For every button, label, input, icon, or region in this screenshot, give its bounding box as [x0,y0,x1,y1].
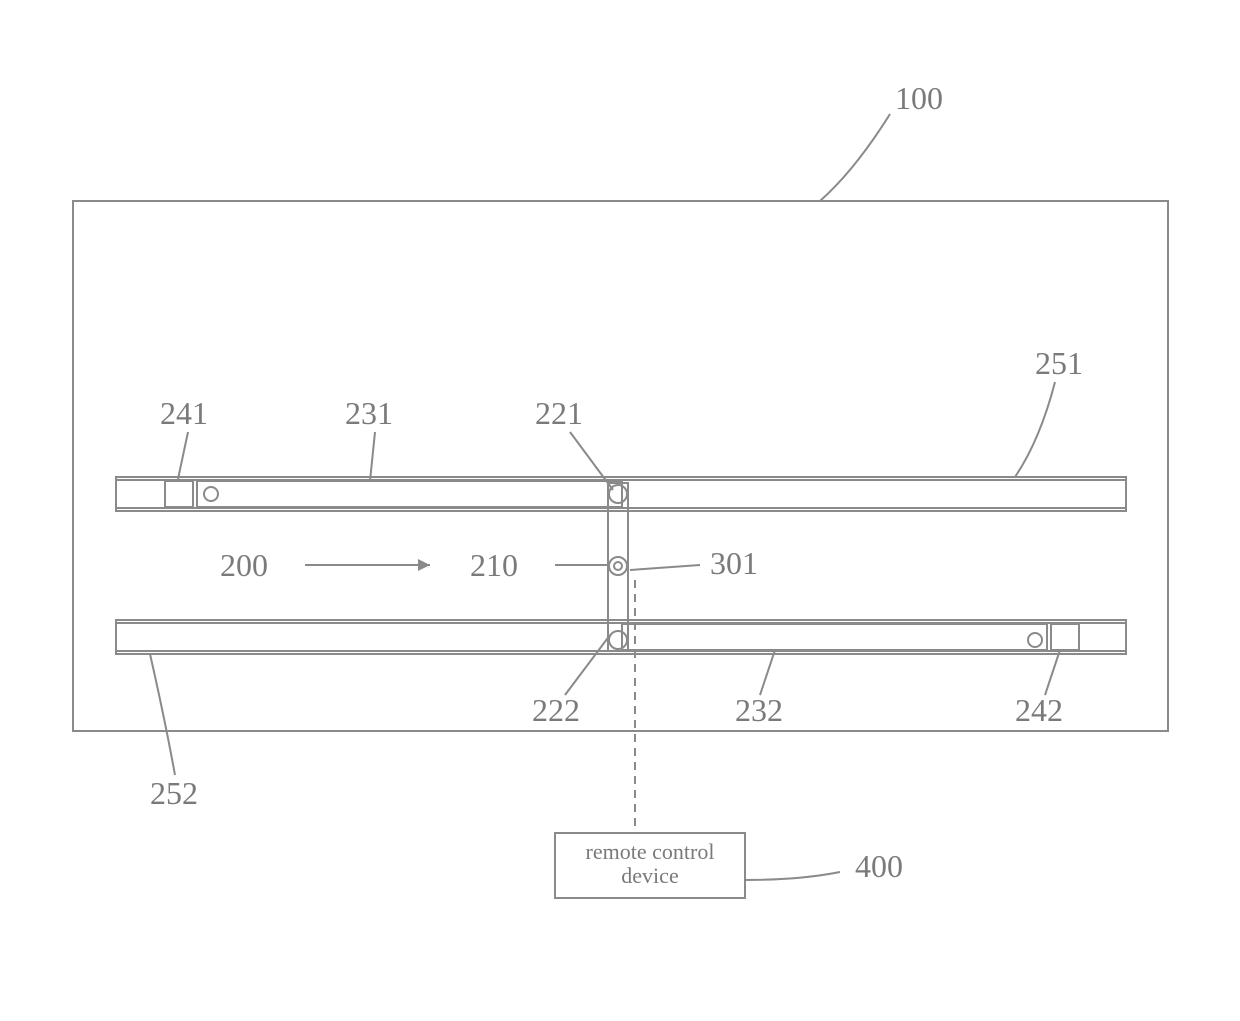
remote-text-1: remote control [586,839,715,864]
label-301: 301 [710,545,758,582]
leader-251 [1015,382,1055,477]
label-221: 221 [535,395,583,432]
leader-232 [760,650,775,695]
leader-100 [820,114,890,201]
label-241: 241 [160,395,208,432]
label-210: 210 [470,547,518,584]
label-231: 231 [345,395,393,432]
circle-232-end [1028,633,1042,647]
circle-210-outer [609,557,627,575]
leader-242 [1045,650,1060,695]
label-222: 222 [532,692,580,729]
leader-222 [565,635,610,695]
seg-242 [1051,624,1079,650]
leader-301 [630,565,700,570]
arrow-200 [418,559,430,571]
label-200: 200 [220,547,268,584]
seg-232 [622,624,1047,650]
diagram-canvas: 100 251 241 231 221 200 210 301 222 232 … [0,0,1240,1021]
remote-text-2: device [621,863,678,888]
leader-241 [178,432,188,479]
leader-231 [370,432,375,481]
circle-231-end [204,487,218,501]
leader-252 [150,654,175,775]
label-232: 232 [735,692,783,729]
label-251: 251 [1035,345,1083,382]
seg-231 [197,481,622,507]
leader-400 [745,872,840,880]
label-100: 100 [895,80,943,117]
circle-210-inner [614,562,622,570]
remote-label: remote control device [565,840,735,888]
label-252: 252 [150,775,198,812]
label-400: 400 [855,848,903,885]
seg-241 [165,481,193,507]
circle-222 [609,631,627,649]
label-242: 242 [1015,692,1063,729]
